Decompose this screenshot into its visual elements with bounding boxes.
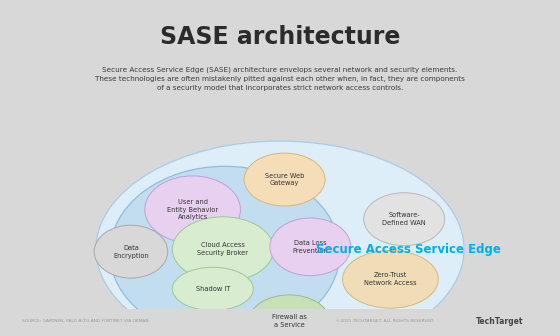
Ellipse shape — [270, 218, 351, 276]
Text: User and
Entity Behavior
Analytics: User and Entity Behavior Analytics — [167, 199, 218, 220]
Ellipse shape — [249, 295, 330, 336]
Ellipse shape — [144, 176, 240, 243]
Text: SASE architecture: SASE architecture — [160, 25, 400, 49]
Text: Software-
Defined WAN: Software- Defined WAN — [382, 212, 426, 226]
Text: Zero-Trust
Network Access: Zero-Trust Network Access — [364, 272, 417, 286]
Text: Shadow IT: Shadow IT — [195, 286, 230, 292]
Ellipse shape — [244, 153, 325, 206]
Text: Firewall as
a Service: Firewall as a Service — [272, 314, 307, 328]
Text: Secure Access Service Edge (SASE) architecture envelops several network and secu: Secure Access Service Edge (SASE) archit… — [95, 66, 465, 91]
Text: Data Loss
Prevention: Data Loss Prevention — [292, 240, 328, 254]
Text: Data
Encryption: Data Encryption — [113, 245, 149, 258]
Ellipse shape — [110, 166, 340, 336]
Ellipse shape — [94, 225, 168, 278]
Ellipse shape — [172, 217, 273, 282]
Text: SOURCE: GARTNER; PALO ALTO AND FORTINET VIA OKMAN: SOURCE: GARTNER; PALO ALTO AND FORTINET … — [22, 319, 149, 323]
Text: TechTarget: TechTarget — [476, 318, 524, 326]
Ellipse shape — [364, 193, 445, 246]
Text: Secure Web
Gateway: Secure Web Gateway — [265, 173, 304, 186]
Ellipse shape — [96, 141, 464, 336]
Text: ©2021 TECHTARGET. ALL RIGHTS RESERVED.: ©2021 TECHTARGET. ALL RIGHTS RESERVED. — [336, 319, 435, 323]
Ellipse shape — [343, 250, 438, 308]
Text: Secure Access Service Edge: Secure Access Service Edge — [316, 243, 501, 256]
Ellipse shape — [172, 267, 253, 310]
Text: Cloud Access
Security Broker: Cloud Access Security Broker — [198, 242, 249, 256]
